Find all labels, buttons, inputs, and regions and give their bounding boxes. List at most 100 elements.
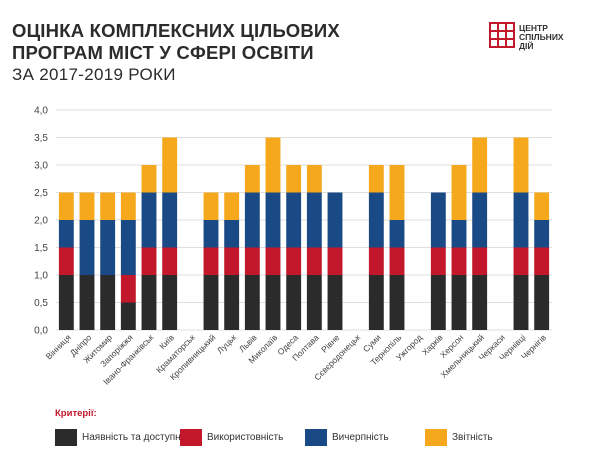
logo: ЦЕНТР СПІЛЬНИХ ДІЙ (489, 22, 581, 52)
bar-segment (430, 275, 446, 330)
bar-segment (534, 192, 550, 220)
bar-segment (203, 247, 219, 275)
bar-segment (368, 247, 384, 275)
bar-segment (534, 275, 550, 330)
bar-segment (513, 137, 529, 193)
bar-segment (389, 275, 405, 330)
bar-segment (306, 192, 322, 248)
bar-segment (265, 247, 281, 275)
bar-segment (534, 220, 550, 248)
bar-segment (141, 275, 157, 330)
bar-segment (100, 192, 116, 220)
bar-segment (203, 275, 219, 330)
bar-segment (162, 247, 178, 275)
legend-swatch (180, 429, 202, 446)
bar-segment (120, 220, 136, 275)
bar-segment (79, 192, 95, 220)
legend-label: Вичерпність (332, 432, 389, 443)
bar-segment (162, 275, 178, 330)
logo-mark-icon (489, 22, 515, 48)
legend-swatch (305, 429, 327, 446)
y-tick-label: 1,0 (34, 271, 48, 282)
grid-lines (56, 109, 552, 331)
legend-title: Критерії: (55, 408, 97, 419)
bar-segment (203, 192, 219, 220)
logo-text-line-2: СПІЛЬНИХ (519, 32, 564, 42)
bar-segment (79, 275, 95, 330)
bar-segment (120, 275, 136, 303)
legend-label: Звітність (452, 432, 493, 443)
bar-segment (451, 247, 467, 275)
bar-segment (389, 220, 405, 248)
x-tick-labels: ВінницяДніпроЖитомирЗапоріжжяІвано-Франк… (44, 332, 549, 387)
bar-segment (265, 137, 281, 193)
bar-segment (100, 220, 116, 275)
bar-segment (265, 275, 281, 330)
bar-segment (430, 192, 446, 248)
bar-segment (368, 275, 384, 330)
chart-subtitle: ЗА 2017-2019 РОКИ (12, 65, 176, 84)
y-tick-label: 0,5 (34, 298, 48, 309)
bar-segment (79, 220, 95, 275)
x-tick-label: Луцьк (215, 332, 238, 355)
x-tick-label: Вінниця (44, 332, 73, 361)
y-tick-label: 1,5 (34, 243, 48, 254)
bar-segment (389, 247, 405, 275)
bar-segment (141, 165, 157, 193)
bars (58, 137, 550, 330)
bar-segment (286, 165, 302, 193)
bar-segment (58, 275, 74, 330)
chart-title-block: ОЦІНКА КОМПЛЕКСНИХ ЦІЛЬОВИХ ПРОГРАМ МІСТ… (12, 20, 412, 86)
logo-text-line-3: ДІЙ (519, 41, 534, 51)
bar-segment (327, 192, 343, 248)
bar-segment (368, 165, 384, 193)
bar-segment (224, 192, 240, 220)
bar-segment (306, 165, 322, 193)
bar-segment (389, 165, 405, 220)
bar-segment (306, 275, 322, 330)
legend-label: Використовність (207, 432, 284, 443)
bar-segment (58, 220, 74, 248)
bar-segment (306, 247, 322, 275)
bar-segment (244, 192, 260, 248)
bar-segment (286, 192, 302, 248)
bar-segment (451, 275, 467, 330)
y-tick-label: 2,5 (34, 188, 48, 199)
chart-title-line-2: ПРОГРАМ МІСТ У СФЕРІ ОСВІТИ (12, 42, 314, 63)
bar-segment (368, 192, 384, 248)
bar-segment (265, 192, 281, 248)
bar-segment (430, 247, 446, 275)
bar-segment (327, 275, 343, 330)
bar-segment (472, 275, 488, 330)
bar-segment (534, 247, 550, 275)
bar-segment (513, 275, 529, 330)
bar-segment (451, 220, 467, 248)
bar-segment (327, 247, 343, 275)
legend: Наявність та доступність Використовність В… (55, 428, 575, 450)
bar-segment (286, 247, 302, 275)
stacked-bar-chart: 0,0 0,5 1,0 1,5 2,0 2,5 3,0 3,5 4,0 ВінницяДніпр… (34, 106, 552, 387)
bar-segment (162, 192, 178, 248)
bar-segment (244, 247, 260, 275)
y-tick-label: 2,0 (34, 216, 48, 227)
bar-segment (472, 192, 488, 248)
chart-title-line-1: ОЦІНКА КОМПЛЕКСНИХ ЦІЛЬОВИХ (12, 20, 340, 41)
bar-segment (224, 275, 240, 330)
bar-segment (120, 192, 136, 220)
bar-segment (224, 247, 240, 275)
bar-segment (120, 302, 136, 330)
y-tick-label: 3,0 (34, 161, 48, 172)
bar-segment (286, 275, 302, 330)
legend-label: Наявність та доступність (82, 432, 198, 443)
logo-text: ЦЕНТР СПІЛЬНИХ ДІЙ (519, 24, 564, 51)
bar-segment (203, 220, 219, 248)
bar-segment (513, 192, 529, 248)
bar-segment (224, 220, 240, 248)
bar-segment (162, 137, 178, 193)
bar-segment (472, 137, 488, 193)
bar-segment (244, 275, 260, 330)
bar-segment (141, 247, 157, 275)
bar-segment (100, 275, 116, 330)
y-tick-label: 0,0 (34, 326, 48, 337)
bar-segment (451, 165, 467, 220)
